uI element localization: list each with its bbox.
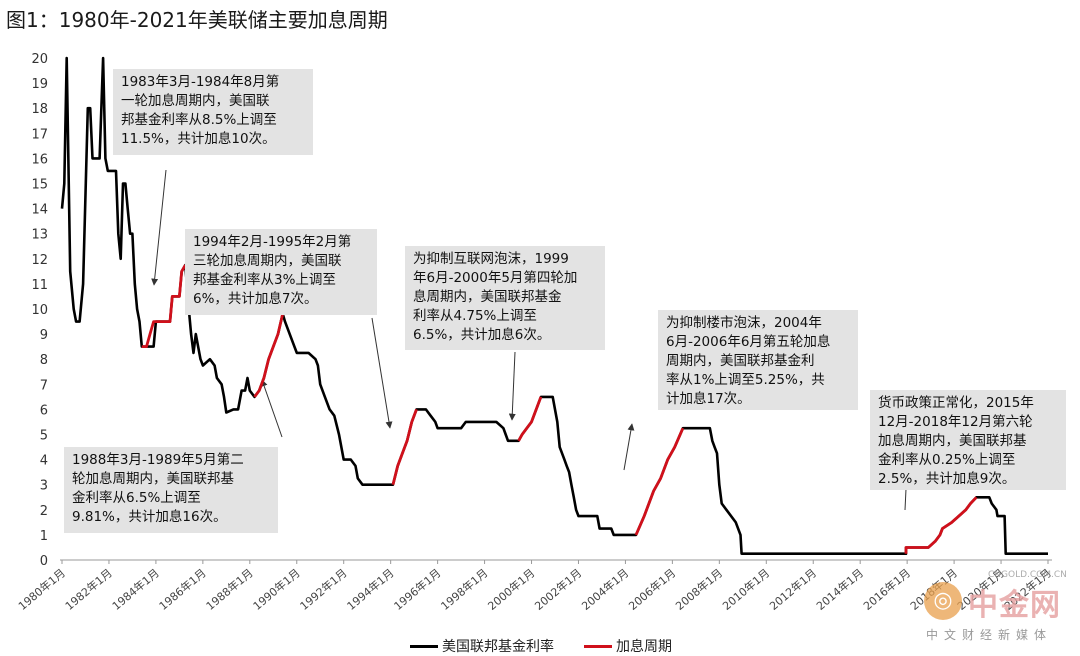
- annotation-arrow: [508, 351, 516, 421]
- x-tick-label: 1984年1月: [109, 566, 162, 613]
- chart-title: 图1：1980年-2021年美联储主要加息周期: [6, 8, 388, 32]
- y-tick-label: 10: [31, 303, 48, 318]
- x-tick-label: 2004年1月: [579, 566, 632, 613]
- x-tick-label: 2002年1月: [532, 566, 585, 613]
- annotation-cycle-1: 1983年3月-1984年8月第 一轮加息周期内，美国联 邦基金利率从8.5%上…: [113, 69, 313, 155]
- y-tick-label: 4: [40, 454, 48, 469]
- legend-item-hike: 加息周期: [584, 636, 672, 656]
- x-tick-label: 1988年1月: [203, 566, 256, 613]
- x-tick-label: 1990年1月: [250, 566, 303, 613]
- y-tick-label: 16: [31, 152, 48, 167]
- annotation-cycle-3: 1994年2月-1995年2月第 三轮加息周期内，美国联 邦基金利率从3%上调至…: [185, 229, 377, 315]
- legend-label-rate: 美国联邦基金利率: [442, 639, 554, 655]
- x-tick-label: 1996年1月: [391, 566, 444, 613]
- watermark-name: 中金网: [968, 588, 1061, 623]
- y-tick-label: 18: [31, 102, 48, 117]
- annotation-cycle-4: 为抑制互联网泡沫，1999 年6月-2000年5月第四轮加 息周期内，美国联邦基…: [405, 246, 605, 350]
- legend: 美国联邦基金利率 加息周期: [410, 636, 702, 656]
- watermark-logo-icon: ◎: [924, 582, 962, 620]
- x-tick-label: 2000年1月: [485, 566, 538, 613]
- y-tick-label: 9: [40, 328, 48, 343]
- y-tick-label: 17: [31, 127, 48, 142]
- series-line-hike-cycle-5: [634, 427, 685, 536]
- annotation-arrow: [371, 317, 393, 429]
- y-tick-label: 7: [40, 378, 48, 393]
- legend-swatch-rate: [410, 644, 438, 648]
- x-tick-label: 1994年1月: [344, 566, 397, 613]
- legend-swatch-hike: [584, 644, 612, 648]
- y-tick-label: 13: [31, 228, 48, 243]
- y-tick-label: 15: [31, 178, 48, 193]
- x-tick-label: 2006年1月: [626, 566, 679, 613]
- series-line-hike-cycle-3: [391, 408, 418, 486]
- series-line-hike-cycle-2: [253, 313, 285, 398]
- series-line-hike-cycle-6: [904, 496, 978, 554]
- annotation-cycle-5: 为抑制楼市泡沫，2004年 6月-2006年6月第五轮加息 周期内，美国联邦基金…: [658, 310, 858, 410]
- y-tick-label: 0: [40, 554, 48, 569]
- plot-series: [60, 56, 1048, 555]
- y-tick-label: 12: [31, 253, 48, 268]
- watermark-url: CNGOLD.COM.CN: [988, 570, 1067, 580]
- y-tick-label: 20: [31, 52, 48, 67]
- series-line-hike-cycle-1: [141, 264, 187, 348]
- y-tick-label: 1: [40, 529, 48, 544]
- x-tick-label: 2016年1月: [860, 566, 913, 613]
- x-tick-label: 1982年1月: [62, 566, 115, 613]
- x-tick-label: 1998年1月: [438, 566, 491, 613]
- legend-label-hike: 加息周期: [616, 639, 672, 655]
- watermark-subtitle: 中文财经新媒体: [926, 628, 1053, 642]
- annotation-cycle-2: 1988年3月-1989年5月第二 轮加息周期内，美国联邦基 金利率从6.5%上…: [64, 447, 278, 533]
- y-tick-label: 19: [31, 77, 48, 92]
- x-tick-label: 2008年1月: [673, 566, 726, 613]
- x-axis: 1980年1月1982年1月1984年1月1986年1月1988年1月1990年…: [15, 560, 1054, 613]
- series-line-fed-funds-rate: [60, 56, 1048, 555]
- annotation-cycle-6: 货币政策正常化，2015年 12月-2018年12月第六轮 加息周期内，美国联邦…: [870, 390, 1066, 490]
- annotation-arrow: [151, 169, 167, 286]
- series-line-hike-cycle-4: [517, 396, 543, 442]
- annotation-arrow: [260, 379, 283, 438]
- x-tick-label: 1986年1月: [156, 566, 209, 613]
- x-tick-label: 2010年1月: [720, 566, 773, 613]
- y-tick-label: 8: [40, 353, 48, 368]
- x-tick-label: 1980年1月: [15, 566, 68, 613]
- y-tick-label: 11: [31, 278, 48, 293]
- watermark: ◎ CNGOLD.COM.CN 中金网 中文财经新媒体: [918, 570, 1078, 650]
- legend-item-rate: 美国联邦基金利率: [410, 636, 554, 656]
- y-tick-label: 14: [31, 203, 48, 218]
- x-tick-label: 1992年1月: [297, 566, 350, 613]
- annotation-arrow: [623, 423, 635, 471]
- y-tick-label: 3: [40, 479, 48, 494]
- x-tick-label: 2014年1月: [813, 566, 866, 613]
- x-tick-label: 2012年1月: [767, 566, 820, 613]
- y-tick-label: 5: [40, 429, 48, 444]
- y-tick-label: 2: [40, 504, 48, 519]
- y-tick-label: 6: [40, 403, 48, 418]
